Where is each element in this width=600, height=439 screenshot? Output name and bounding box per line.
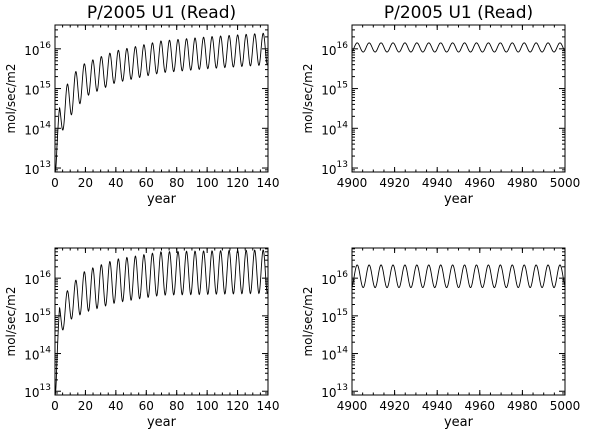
y-tick-label: 1014 [321, 120, 348, 137]
x-tick-label: 4960 [465, 399, 496, 413]
chart-panel-3: 0 20 40 60 80 100 120 140 1013 1014 1015 1016 year mo… [4, 247, 280, 430]
series-line-flux [351, 42, 566, 53]
chart-title: P/2005 U1 (Read) [384, 3, 533, 23]
series-line-flux [351, 264, 566, 289]
x-tick-label: 120 [226, 399, 249, 413]
x-tick-label: 4980 [507, 176, 538, 190]
x-tick-label: 4960 [465, 176, 496, 190]
y-tick-label: 1014 [321, 346, 348, 363]
y-tick-label: 1015 [321, 308, 348, 325]
x-axis-label: year [147, 192, 177, 207]
x-tick-label: 60 [139, 176, 154, 190]
x-tick-label: 120 [226, 176, 249, 190]
x-tick-label: 5000 [550, 176, 581, 190]
series-line-flux [54, 32, 269, 173]
y-tick-label: 1016 [321, 270, 348, 287]
chart-title: P/2005 U1 (Read) [87, 3, 236, 23]
series-line-flux [54, 249, 269, 396]
x-tick-label: 4920 [379, 399, 410, 413]
y-tick-label: 1013 [321, 160, 348, 177]
x-tick-label: 0 [51, 399, 59, 413]
x-tick-label: 80 [169, 399, 184, 413]
x-tick-label: 20 [78, 399, 93, 413]
y-tick-label: 1016 [24, 270, 51, 287]
x-axis-label: year [444, 192, 474, 207]
x-tick-label: 100 [196, 176, 219, 190]
x-tick-label: 4920 [379, 176, 410, 190]
plot-frame [351, 247, 566, 396]
x-tick-label: 4900 [337, 399, 368, 413]
y-tick-label: 1013 [321, 383, 348, 400]
y-tick-label: 1015 [24, 81, 51, 98]
x-tick-label: 4940 [422, 399, 453, 413]
chart-panel-2: P/2005 U1 (Read) 4900 4920 4940 4960 4980 5000… [301, 3, 580, 207]
chart-panel-1: P/2005 U1 (Read) 0 20 40 60 80 100 120 140 1013 10… [4, 3, 279, 207]
x-tick-label: 4940 [422, 176, 453, 190]
y-axis-label: mol/sec/m2 [4, 63, 18, 133]
x-tick-label: 4980 [507, 399, 538, 413]
x-axis-label: year [147, 415, 177, 430]
x-tick-label: 20 [78, 176, 93, 190]
y-tick-label: 1013 [24, 160, 51, 177]
y-axis-label: mol/sec/m2 [301, 286, 315, 356]
y-tick-label: 1014 [24, 346, 51, 363]
x-tick-label: 5000 [550, 399, 581, 413]
y-tick-label: 1013 [24, 383, 51, 400]
x-tick-label: 60 [139, 399, 154, 413]
y-axis-label: mol/sec/m2 [4, 286, 18, 356]
y-tick-label: 1015 [321, 81, 348, 98]
x-tick-label: 0 [51, 176, 59, 190]
x-tick-label: 4900 [337, 176, 368, 190]
chart-panel-4: 4900 4920 4940 4960 4980 5000 1013 1014 1015 1016… [301, 247, 581, 430]
x-tick-label: 80 [169, 176, 184, 190]
x-tick-label: 40 [108, 176, 123, 190]
y-axis-label: mol/sec/m2 [301, 63, 315, 133]
x-axis-label: year [444, 415, 474, 430]
x-tick-label: 140 [257, 176, 280, 190]
x-tick-label: 40 [108, 399, 123, 413]
x-tick-label: 100 [196, 399, 219, 413]
y-tick-label: 1016 [24, 41, 51, 58]
x-tick-label: 140 [257, 399, 280, 413]
y-tick-label: 1015 [24, 308, 51, 325]
y-tick-label: 1016 [321, 41, 348, 58]
y-tick-label: 1014 [24, 120, 51, 137]
